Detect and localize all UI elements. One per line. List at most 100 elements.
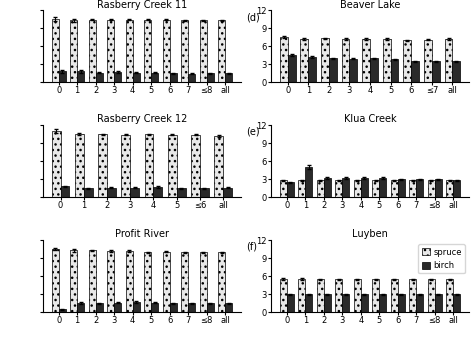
Bar	[372, 180, 379, 197]
Bar	[308, 57, 316, 82]
Bar	[191, 135, 200, 197]
Bar	[188, 74, 195, 82]
Bar	[342, 39, 349, 82]
Bar	[70, 21, 77, 82]
Bar	[170, 73, 177, 82]
Text: (e): (e)	[246, 127, 259, 137]
Bar	[163, 252, 170, 312]
Bar	[207, 303, 214, 312]
Bar	[151, 73, 158, 82]
Bar	[398, 179, 405, 197]
Bar	[98, 134, 107, 197]
Bar	[52, 131, 61, 197]
Bar	[144, 20, 151, 82]
Bar	[89, 20, 96, 82]
Bar	[181, 21, 188, 82]
Title: Rasberry Creek 12: Rasberry Creek 12	[97, 115, 187, 125]
Bar	[121, 135, 130, 197]
Bar	[301, 39, 308, 82]
Bar	[96, 303, 103, 312]
Bar	[361, 294, 368, 312]
Bar	[446, 180, 453, 197]
Bar	[280, 180, 287, 197]
Bar	[52, 19, 59, 82]
Bar	[428, 279, 435, 312]
Bar	[280, 37, 288, 82]
Legend: spruce, birch: spruce, birch	[418, 245, 465, 273]
Bar	[89, 250, 96, 312]
Bar	[317, 180, 324, 197]
Title: Profit River: Profit River	[115, 229, 169, 239]
Bar	[391, 180, 398, 197]
Bar	[52, 249, 59, 312]
Bar	[207, 73, 214, 82]
Bar	[435, 294, 442, 312]
Title: Beaver Lake: Beaver Lake	[340, 0, 400, 10]
Bar	[298, 180, 305, 197]
Bar	[370, 58, 378, 82]
Bar	[416, 179, 423, 197]
Bar	[321, 38, 329, 82]
Bar	[372, 279, 379, 312]
Bar	[305, 294, 312, 312]
Bar	[432, 61, 440, 82]
Bar	[200, 188, 209, 197]
Bar	[200, 252, 207, 312]
Bar	[424, 40, 432, 82]
Bar	[391, 59, 399, 82]
Bar	[96, 73, 103, 82]
Bar	[214, 136, 223, 197]
Bar	[416, 294, 423, 312]
Title: Luyben: Luyben	[352, 229, 388, 239]
Bar	[335, 279, 342, 312]
Bar	[324, 294, 331, 312]
Bar	[218, 252, 225, 312]
Bar	[342, 178, 349, 197]
Bar	[188, 303, 195, 312]
Bar	[280, 279, 287, 312]
Bar	[177, 188, 185, 197]
Bar	[409, 279, 416, 312]
Bar	[361, 178, 368, 197]
Bar	[126, 251, 133, 312]
Bar	[168, 135, 177, 197]
Bar	[114, 72, 121, 82]
Bar	[59, 309, 66, 312]
Bar	[133, 73, 140, 82]
Bar	[379, 178, 386, 197]
Bar	[145, 134, 154, 197]
Bar	[77, 71, 84, 82]
Bar	[107, 251, 114, 312]
Bar	[391, 279, 398, 312]
Bar	[324, 178, 331, 197]
Text: (d): (d)	[246, 12, 260, 22]
Bar	[70, 250, 77, 312]
Bar	[77, 303, 84, 312]
Bar	[446, 279, 453, 312]
Text: (f): (f)	[246, 242, 257, 252]
Bar	[453, 294, 460, 312]
Bar	[453, 180, 460, 197]
Bar	[218, 21, 225, 82]
Bar	[398, 294, 405, 312]
Bar	[200, 21, 207, 82]
Bar	[362, 39, 370, 82]
Bar	[342, 294, 349, 312]
Bar	[445, 39, 452, 82]
Bar	[298, 279, 305, 312]
Bar	[126, 20, 133, 82]
Bar	[354, 279, 361, 312]
Bar	[287, 294, 294, 312]
Bar	[225, 303, 232, 312]
Bar	[154, 187, 162, 197]
Bar	[305, 167, 312, 197]
Bar	[335, 180, 342, 197]
Bar	[383, 39, 391, 82]
Bar	[225, 73, 232, 82]
Bar	[223, 188, 232, 197]
Title: Rasberry Creek 11: Rasberry Creek 11	[97, 0, 187, 10]
Bar	[84, 188, 92, 197]
Bar	[107, 188, 116, 197]
Bar	[287, 182, 294, 197]
Bar	[75, 134, 84, 197]
